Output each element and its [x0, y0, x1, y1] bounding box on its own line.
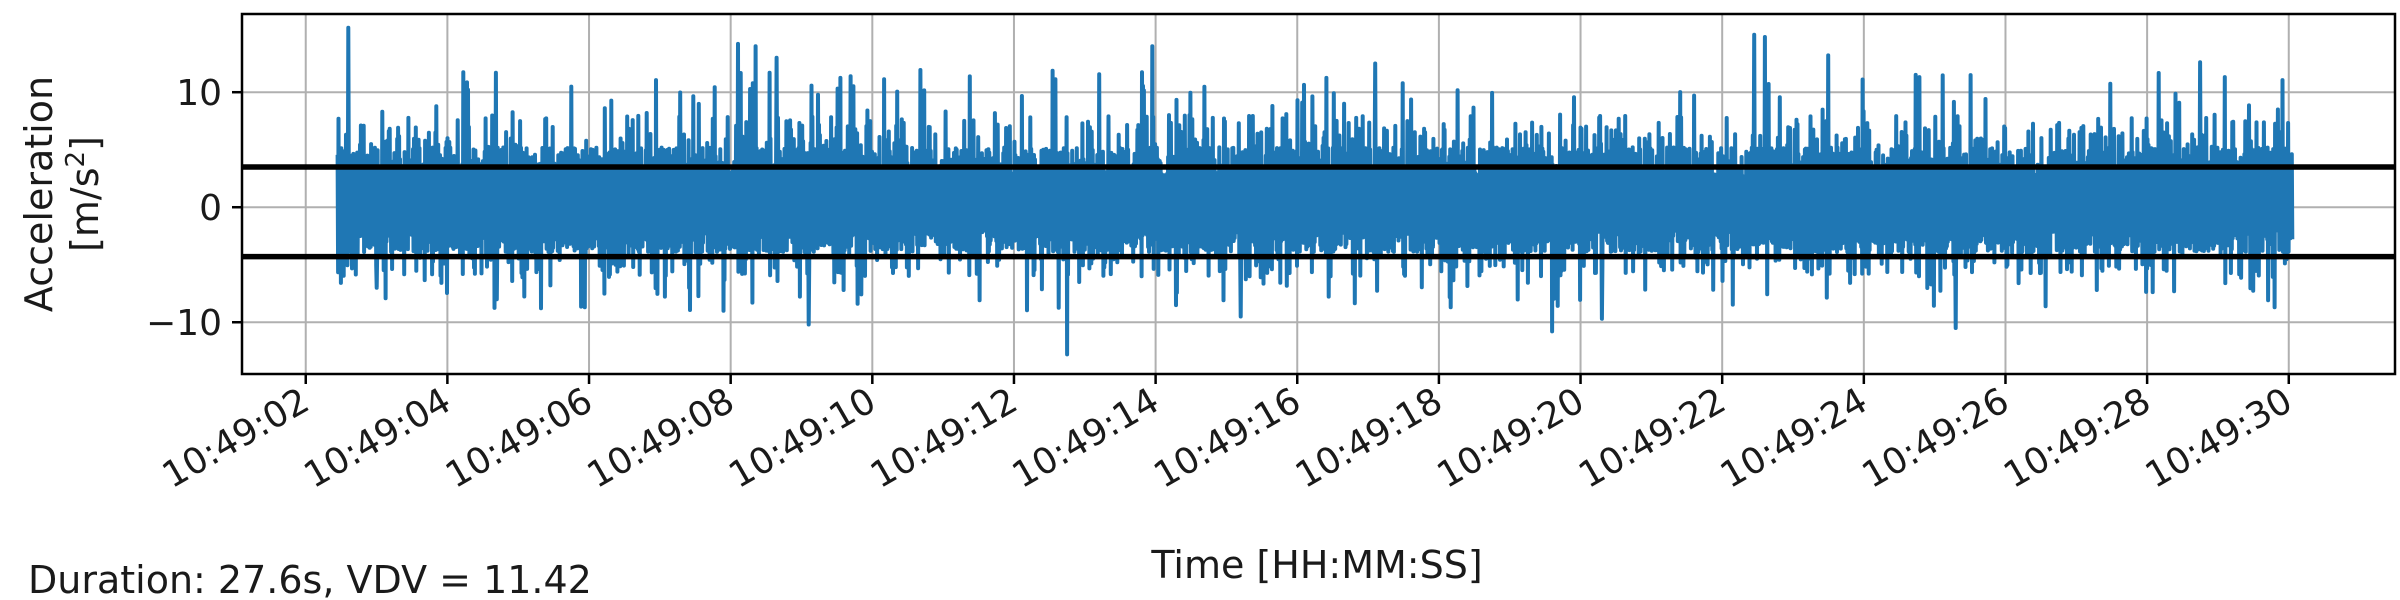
x-tick-label-6: 10:49:14	[1006, 380, 1167, 496]
y-axis-unit-end: ]	[63, 136, 107, 151]
reference-lines	[242, 164, 2395, 260]
x-tick-label-5: 10:49:12	[864, 380, 1025, 496]
x-tick-label-7: 10:49:16	[1147, 380, 1308, 496]
x-axis: 10:49:0210:49:0410:49:0610:49:0810:49:10…	[156, 374, 2300, 497]
x-tick-label-8: 10:49:18	[1289, 380, 1450, 496]
x-tick-label-0: 10:49:02	[156, 380, 317, 496]
x-tick-label-3: 10:49:08	[581, 380, 742, 496]
x-tick-label-9: 10:49:20	[1431, 380, 1592, 496]
y-axis-unit-exponent: 2	[61, 151, 91, 168]
x-tick-label-14: 10:49:30	[2139, 380, 2300, 496]
x-tick-label-11: 10:49:24	[1714, 380, 1875, 496]
y-axis-label-line2: [m/s2]	[61, 136, 107, 252]
x-tick-label-10: 10:49:22	[1572, 380, 1733, 496]
x-axis-label: Time [HH:MM:SS]	[1150, 543, 1482, 587]
x-tick-label-13: 10:49:28	[1997, 380, 2158, 496]
y-axis-label-line1: Acceleration	[17, 76, 61, 312]
y-axis-unit-base: [m/s	[63, 167, 107, 251]
plot-frame	[240, 12, 2397, 376]
duration-vdv-summary: Duration: 27.6s, VDV = 11.42	[28, 558, 592, 600]
acceleration-series-line	[335, 25, 2295, 357]
x-tick-label-4: 10:49:10	[722, 380, 883, 496]
x-tick-label-12: 10:49:26	[1855, 380, 2016, 496]
x-tick-label-1: 10:49:04	[297, 380, 458, 496]
y-tick-label-1: 0	[199, 188, 222, 229]
y-tick-label-2: −10	[146, 303, 222, 344]
x-tick-label-2: 10:49:06	[439, 380, 600, 496]
y-tick-label-0: 10	[176, 73, 222, 114]
series-layer	[335, 25, 2295, 357]
y-axis: 10 0 −10	[146, 73, 242, 344]
